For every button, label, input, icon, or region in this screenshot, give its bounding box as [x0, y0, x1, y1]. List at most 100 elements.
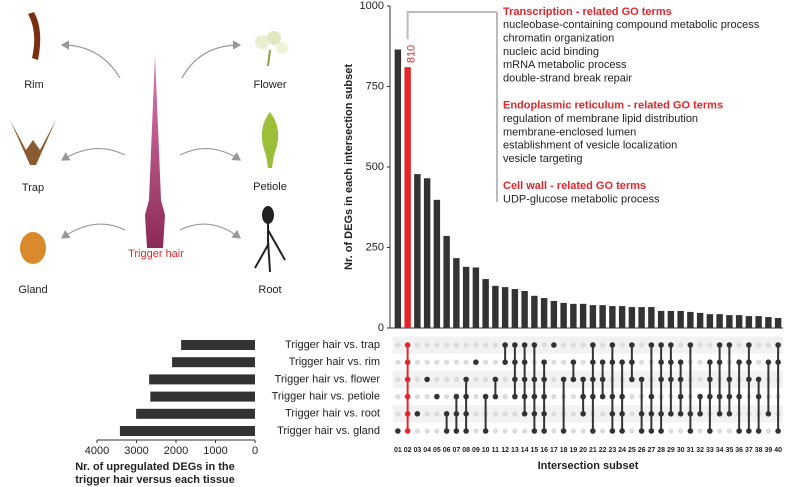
annotation-item: establishment of vesicle localization	[503, 140, 677, 152]
member-dot	[775, 359, 781, 366]
x-tick-label: 08	[462, 447, 470, 454]
member-dot	[726, 393, 733, 400]
trap-image	[10, 120, 56, 165]
empty-dot	[502, 376, 508, 382]
x-tick-label: 26	[638, 447, 646, 454]
member-dot	[619, 411, 625, 417]
empty-dot	[717, 428, 723, 434]
member-dot	[648, 393, 655, 400]
empty-dot	[639, 359, 645, 365]
member-dot	[609, 411, 616, 417]
y-axis-title: Nr. of DEGs in each intersection subset	[343, 64, 355, 270]
empty-dot	[502, 411, 508, 417]
set-bar	[149, 374, 255, 385]
member-dot	[648, 342, 655, 348]
bar	[521, 290, 528, 328]
empty-dot	[492, 342, 498, 348]
member-dot	[716, 342, 723, 348]
bar	[726, 315, 733, 328]
empty-dot	[463, 359, 469, 365]
member-dot	[404, 428, 411, 434]
empty-dot	[668, 428, 674, 434]
member-dot	[629, 359, 635, 366]
empty-dot	[600, 428, 606, 434]
empty-dot	[570, 428, 576, 434]
x-tick-label: 15	[530, 447, 538, 454]
set-label: Trigger hair vs. petiole	[272, 391, 380, 403]
rim-image	[28, 12, 41, 60]
x-tick-label: 38	[755, 447, 763, 454]
empty-dot	[434, 428, 440, 434]
member-dot	[395, 428, 401, 434]
member-dot	[755, 393, 762, 400]
tissue-label: Root	[258, 284, 281, 296]
member-dot	[775, 342, 781, 348]
member-dot	[599, 359, 606, 366]
y-tick-label: 250	[366, 241, 384, 253]
x-tick-label: 23	[608, 447, 616, 454]
empty-dot	[414, 376, 420, 382]
bar	[735, 315, 743, 328]
member-dot	[541, 376, 547, 383]
bar	[550, 300, 558, 328]
empty-dot	[424, 394, 430, 400]
member-dot	[609, 359, 616, 366]
member-dot	[482, 428, 489, 434]
member-dot	[404, 359, 411, 366]
x-tick-label: 10	[482, 447, 490, 454]
member-dot	[580, 411, 586, 417]
member-dot	[404, 393, 411, 400]
x-tick-label: 02	[404, 447, 412, 454]
annotation-item: UDP-glucose metabolic process	[503, 194, 660, 206]
bar	[657, 310, 665, 328]
empty-dot	[492, 411, 498, 417]
annotation-item: nucleobase-containing compound metabolic…	[503, 19, 760, 31]
member-dot	[707, 393, 713, 400]
empty-dot	[424, 342, 430, 348]
member-dot	[707, 428, 713, 434]
member-dot	[668, 411, 674, 417]
empty-dot	[424, 411, 430, 417]
x-tick-label: 05	[433, 447, 441, 454]
bar	[628, 307, 636, 328]
set-bar	[136, 408, 255, 419]
member-dot	[668, 342, 674, 348]
bar	[774, 318, 782, 328]
x-tick-label: 07	[452, 447, 460, 454]
member-dot	[590, 376, 596, 383]
x-tick-label: 27	[647, 447, 655, 454]
member-dot	[716, 393, 723, 400]
member-dot	[551, 342, 557, 348]
empty-dot	[756, 359, 762, 365]
member-dot	[746, 342, 752, 348]
set-axis-title: Nr. of upregulated DEGs in the	[75, 461, 235, 473]
set-label: Trigger hair vs. trap	[285, 339, 380, 351]
center-label: Trigger hair	[128, 248, 184, 260]
member-dot	[707, 359, 713, 366]
root-image	[254, 206, 286, 273]
empty-dot	[395, 359, 401, 365]
x-tick-label: 37	[745, 447, 753, 454]
bar	[696, 312, 704, 328]
bar	[540, 298, 548, 328]
empty-dot	[580, 342, 586, 348]
bar	[404, 67, 411, 329]
empty-dot	[512, 428, 518, 434]
empty-dot	[580, 359, 586, 365]
set-label: Trigger hair vs. rim	[289, 356, 380, 368]
member-dot	[716, 359, 723, 366]
member-dot	[736, 428, 742, 434]
x-tick-label: 13	[511, 447, 519, 454]
row-stripe	[393, 405, 783, 423]
member-dot	[453, 411, 460, 417]
member-dot	[512, 342, 518, 348]
x-tick-label: 28	[657, 447, 665, 454]
annotation-bracket	[406, 11, 497, 40]
member-dot	[599, 393, 606, 400]
empty-dot	[483, 342, 489, 348]
bar	[716, 314, 723, 328]
member-dot	[609, 428, 616, 434]
member-dot	[404, 342, 411, 348]
y-tick-label: 1000	[360, 0, 384, 12]
